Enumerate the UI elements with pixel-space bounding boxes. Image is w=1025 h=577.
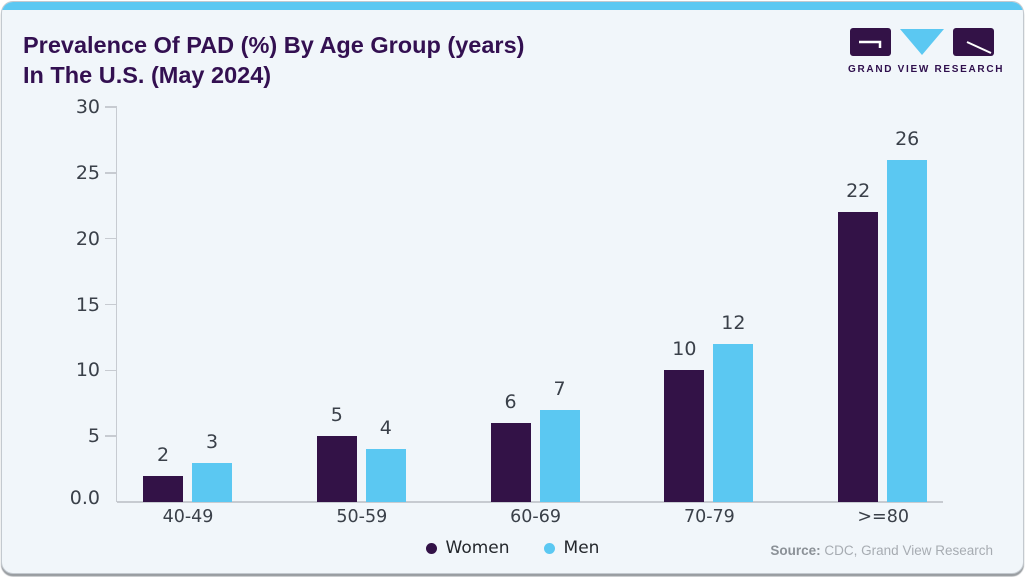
y-tick-label: 5 bbox=[87, 425, 100, 448]
x-axis-line bbox=[117, 501, 943, 503]
bar-value-label: 5 bbox=[330, 404, 343, 427]
y-tick-mark bbox=[105, 237, 117, 240]
bar-women-70-79 bbox=[664, 370, 705, 502]
y-tick-mark bbox=[105, 172, 117, 174]
gvr-logo-icon bbox=[850, 28, 994, 56]
x-axis-category-label: >=80 bbox=[857, 507, 909, 527]
y-tick-label: 15 bbox=[75, 293, 100, 316]
y-tick-mark bbox=[105, 435, 117, 437]
grand-view-research-logo: GRAND VIEW RESEARCH bbox=[848, 28, 1005, 75]
y-tick-label: 0.0 bbox=[69, 487, 100, 509]
bar-men-40-49 bbox=[192, 462, 232, 502]
legend-dot-icon bbox=[425, 542, 437, 554]
bar-women->=80 bbox=[838, 212, 879, 502]
bar-men-70-79 bbox=[713, 344, 754, 502]
bar-women-60-69 bbox=[490, 423, 531, 502]
bar-value-label: 3 bbox=[205, 430, 219, 453]
y-tick-mark bbox=[105, 369, 117, 372]
x-axis-category-label: 50-59 bbox=[336, 507, 388, 527]
legend-dot-icon bbox=[543, 542, 555, 554]
page-title: Prevalence Of PAD (%) By Age Group (year… bbox=[23, 30, 524, 90]
legend-item-women: Women bbox=[425, 538, 510, 558]
bar-value-label: 4 bbox=[379, 417, 392, 440]
legend-label: Women bbox=[445, 538, 510, 558]
bar-value-label: 6 bbox=[504, 391, 517, 413]
logo-wordmark: GRAND VIEW RESEARCH bbox=[848, 64, 1005, 75]
source-label: Source: bbox=[770, 543, 821, 558]
top-accent-bar bbox=[2, 2, 1023, 10]
bar-value-label: 22 bbox=[846, 180, 871, 203]
y-tick-label: 20 bbox=[75, 227, 100, 250]
y-tick-mark bbox=[105, 303, 117, 306]
bar-value-label: 2 bbox=[156, 443, 170, 466]
legend-label: Men bbox=[563, 538, 600, 558]
bar-men-50-59 bbox=[365, 449, 406, 502]
y-tick-label: 25 bbox=[75, 161, 100, 184]
source-value: CDC, Grand View Research bbox=[820, 543, 993, 558]
source-attribution: Source: CDC, Grand View Research bbox=[770, 543, 993, 558]
y-tick-label: 30 bbox=[75, 96, 100, 118]
x-axis-category-label: 70-79 bbox=[683, 507, 735, 527]
bar-value-label: 10 bbox=[672, 338, 697, 361]
legend-item-men: Men bbox=[543, 538, 600, 558]
x-axis-category-label: 60-69 bbox=[510, 507, 562, 527]
bar-women-40-49 bbox=[143, 475, 183, 502]
y-tick-mark bbox=[105, 106, 117, 108]
y-tick-label: 10 bbox=[75, 359, 100, 382]
bar-women-50-59 bbox=[316, 436, 357, 502]
bar-value-label: 7 bbox=[553, 377, 566, 400]
chart-legend: Women Men bbox=[2, 538, 1023, 558]
bar-value-label: 12 bbox=[721, 312, 746, 334]
x-axis-category-label: 40-49 bbox=[162, 507, 214, 527]
title-line-1: Prevalence Of PAD (%) By Age Group (year… bbox=[23, 32, 525, 58]
title-line-2: In The U.S. (May 2024) bbox=[23, 62, 272, 88]
bar-value-label: 26 bbox=[895, 127, 920, 150]
bar-men->=80 bbox=[887, 159, 928, 502]
bar-men-60-69 bbox=[539, 409, 580, 502]
